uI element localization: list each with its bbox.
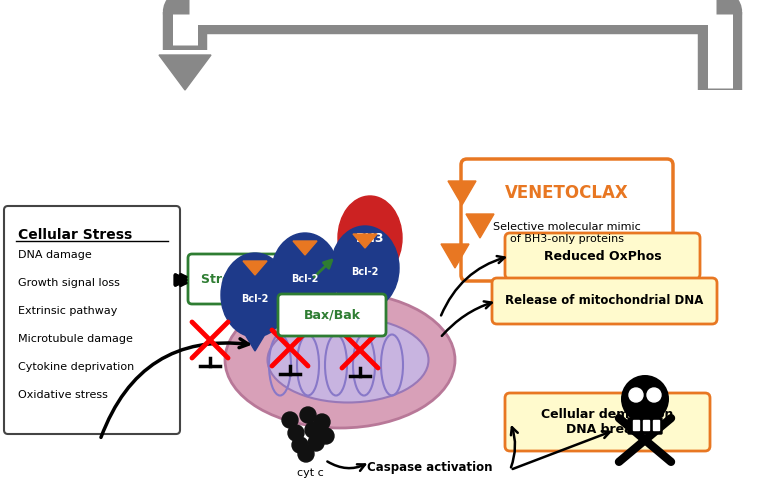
FancyBboxPatch shape: [643, 420, 649, 430]
FancyBboxPatch shape: [633, 420, 639, 430]
Circle shape: [305, 422, 321, 438]
Circle shape: [300, 407, 316, 423]
Text: Oxidative stress: Oxidative stress: [18, 390, 108, 400]
Text: Bcl-2: Bcl-2: [241, 294, 269, 304]
Text: Stress Signals: Stress Signals: [201, 272, 301, 285]
Text: Release of mitochondrial DNA: Release of mitochondrial DNA: [506, 294, 704, 308]
Text: Selective molecular mimic
of BH3-only proteins: Selective molecular mimic of BH3-only pr…: [493, 222, 641, 244]
Polygon shape: [448, 181, 476, 205]
Text: Cellular demolition
DNA breaks: Cellular demolition DNA breaks: [541, 408, 674, 436]
Text: Bcl-2: Bcl-2: [351, 267, 378, 277]
Circle shape: [308, 435, 324, 451]
Text: DNA damage: DNA damage: [18, 250, 92, 260]
Polygon shape: [243, 261, 267, 275]
Ellipse shape: [331, 226, 399, 310]
Text: Growth signal loss: Growth signal loss: [18, 278, 120, 288]
Polygon shape: [159, 55, 211, 90]
Text: VENETOCLAX: VENETOCLAX: [505, 184, 629, 202]
FancyBboxPatch shape: [505, 393, 710, 451]
Circle shape: [298, 446, 314, 462]
Circle shape: [282, 412, 298, 428]
FancyBboxPatch shape: [628, 418, 662, 434]
Circle shape: [318, 428, 334, 444]
Polygon shape: [293, 311, 317, 331]
Polygon shape: [353, 234, 377, 248]
Text: Bcl-2: Bcl-2: [291, 274, 319, 284]
FancyBboxPatch shape: [461, 159, 673, 281]
Ellipse shape: [221, 253, 289, 337]
FancyBboxPatch shape: [188, 254, 314, 304]
Circle shape: [647, 388, 661, 402]
Circle shape: [629, 388, 643, 402]
Polygon shape: [466, 214, 494, 238]
Text: Caspase activation: Caspase activation: [367, 462, 493, 474]
Polygon shape: [293, 241, 317, 255]
FancyBboxPatch shape: [653, 420, 659, 430]
Text: Microtubule damage: Microtubule damage: [18, 334, 133, 344]
Circle shape: [292, 437, 308, 453]
Ellipse shape: [225, 292, 455, 428]
FancyBboxPatch shape: [492, 278, 717, 324]
Ellipse shape: [338, 196, 402, 280]
FancyBboxPatch shape: [4, 206, 180, 434]
Polygon shape: [356, 275, 384, 300]
Text: Reduced OxPhos: Reduced OxPhos: [544, 250, 662, 262]
Text: Bax/Bak: Bax/Bak: [304, 308, 360, 322]
Text: Extrinsic pathway: Extrinsic pathway: [18, 306, 117, 316]
Text: Cytokine deprivation: Cytokine deprivation: [18, 362, 134, 372]
Ellipse shape: [271, 233, 339, 317]
Text: cyt c: cyt c: [297, 468, 323, 478]
Text: Cellular Stress: Cellular Stress: [18, 228, 132, 242]
FancyBboxPatch shape: [505, 233, 700, 279]
Ellipse shape: [267, 318, 428, 402]
Circle shape: [314, 414, 330, 430]
Text: BH3: BH3: [356, 232, 385, 244]
Polygon shape: [353, 304, 377, 324]
Polygon shape: [441, 244, 469, 268]
Polygon shape: [243, 331, 267, 351]
Circle shape: [621, 375, 669, 423]
Circle shape: [288, 425, 304, 441]
FancyBboxPatch shape: [278, 294, 386, 336]
